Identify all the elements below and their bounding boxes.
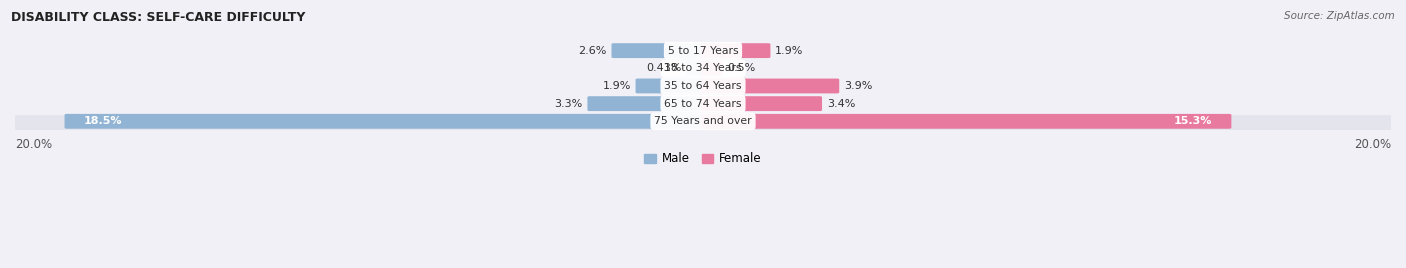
Legend: Male, Female: Male, Female [640,148,766,170]
Text: 0.5%: 0.5% [727,63,755,73]
Text: 0.43%: 0.43% [645,63,682,73]
Text: Source: ZipAtlas.com: Source: ZipAtlas.com [1284,11,1395,21]
Text: 3.9%: 3.9% [844,81,872,91]
FancyBboxPatch shape [10,110,1396,133]
FancyBboxPatch shape [10,57,1396,80]
FancyBboxPatch shape [10,75,1396,98]
Text: 35 to 64 Years: 35 to 64 Years [664,81,742,91]
FancyBboxPatch shape [65,114,704,129]
Text: 75 Years and over: 75 Years and over [654,116,752,126]
FancyBboxPatch shape [702,61,723,76]
Text: 65 to 74 Years: 65 to 74 Years [664,99,742,109]
FancyBboxPatch shape [702,79,839,94]
Text: 18 to 34 Years: 18 to 34 Years [664,63,742,73]
Text: 15.3%: 15.3% [1174,116,1212,126]
FancyBboxPatch shape [702,114,1232,129]
Text: 18.5%: 18.5% [84,116,122,126]
Text: 2.6%: 2.6% [578,46,606,56]
FancyBboxPatch shape [702,43,770,58]
Text: 20.0%: 20.0% [15,137,52,151]
FancyBboxPatch shape [702,96,823,111]
Text: 20.0%: 20.0% [1354,137,1391,151]
FancyBboxPatch shape [588,96,704,111]
Text: 5 to 17 Years: 5 to 17 Years [668,46,738,56]
Text: 3.3%: 3.3% [554,99,582,109]
FancyBboxPatch shape [686,61,704,76]
Text: 3.4%: 3.4% [827,99,855,109]
Text: DISABILITY CLASS: SELF-CARE DIFFICULTY: DISABILITY CLASS: SELF-CARE DIFFICULTY [11,11,305,24]
Text: 1.9%: 1.9% [602,81,631,91]
FancyBboxPatch shape [612,43,704,58]
FancyBboxPatch shape [10,92,1396,115]
Text: 1.9%: 1.9% [775,46,804,56]
FancyBboxPatch shape [10,39,1396,62]
FancyBboxPatch shape [636,79,704,94]
